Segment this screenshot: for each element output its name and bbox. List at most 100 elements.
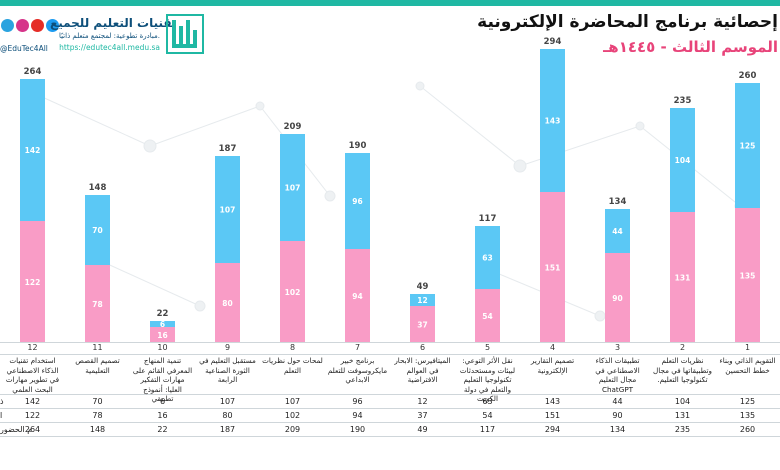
bar-total-label: 209: [284, 122, 302, 132]
table-cell: 131: [674, 411, 691, 420]
bar-segment-top: [410, 294, 435, 306]
category-label: لمحات حول نظريات التعلم: [262, 356, 323, 375]
bar-total-label: 235: [674, 96, 692, 106]
chart-title: إحصائية برنامج المحاضرة الإلكترونية: [477, 12, 778, 32]
table-cell: 6: [159, 397, 166, 406]
bar-segment-bottom: [215, 263, 240, 343]
table-cell: 135: [739, 411, 756, 420]
table-row-label: ا: [0, 411, 3, 420]
bar-value-label: 54: [482, 312, 492, 321]
bar-segment-top: [475, 226, 500, 289]
category-label: نظريات التعلم وتطبيقاتها في مجال تكنولوج…: [653, 356, 712, 385]
stacked-bar-chart: 135 125 260 131 104 235 90 44 134 151 143 294 54 63 11…: [20, 37, 760, 343]
bar-segment-bottom: [345, 249, 370, 343]
table-cell: 134: [609, 425, 626, 434]
bar-segment-bottom: [670, 212, 695, 343]
data-table: 1 التقويم الذاتي وبناء خطط التحسين 125 135 2…: [0, 342, 780, 470]
table-cell: 125: [739, 397, 756, 406]
table-cell: 78: [92, 411, 103, 420]
category-label: تصميم التقارير الإلكترونية: [530, 356, 575, 375]
bar-segment-top: [540, 49, 565, 192]
table-cell: 12: [417, 397, 428, 406]
bar-value-label: 143: [545, 117, 561, 126]
bar-value-label: 104: [675, 156, 691, 165]
bar-value-label: 151: [545, 264, 561, 273]
bar-value-label: 131: [675, 274, 691, 283]
table-cell: 117: [479, 425, 496, 434]
table-cell: 37: [417, 411, 428, 420]
table-row-label: ذ: [0, 397, 4, 406]
bar-segment-bottom: [410, 306, 435, 343]
column-number: 11: [92, 343, 103, 352]
bar-value-label: 70: [92, 226, 102, 235]
bar-total-label: 294: [544, 37, 562, 47]
bar-value-label: 16: [157, 331, 167, 340]
table-rule: [0, 394, 780, 395]
table-cell: 264: [24, 425, 41, 434]
bar-segment-top: [20, 79, 45, 221]
bar-total-label: 22: [157, 309, 169, 319]
bar-segment-top: [280, 134, 305, 241]
bar-total-label: 260: [739, 71, 757, 81]
table-cell: 104: [674, 397, 691, 406]
table-rule: [0, 342, 780, 343]
bar-segment-top: [215, 156, 240, 263]
bar-value-label: 107: [220, 206, 236, 215]
bar-segment-top: [345, 153, 370, 249]
bar-value-label: 94: [352, 292, 362, 301]
table-cell: 151: [544, 411, 561, 420]
brand-logo: [166, 14, 204, 54]
column-number: 10: [157, 343, 168, 352]
bar-segment-top: [85, 195, 110, 265]
category-label: التقويم الذاتي وبناء خطط التحسين: [719, 356, 776, 375]
table-cell: 94: [352, 411, 363, 420]
bar-value-label: 125: [740, 142, 756, 151]
bar-segment-top: [735, 83, 760, 208]
table-cell: 44: [612, 397, 623, 406]
table-cell: 70: [92, 397, 103, 406]
table-cell: 148: [89, 425, 106, 434]
category-label: تنمية المنهاج المعرفي القائم على مهارات …: [132, 356, 193, 404]
table-cell: 143: [544, 397, 561, 406]
bar-value-label: 63: [482, 254, 492, 263]
category-label: تطبيقات الذكاء الاصطناعي في مجال التعليم…: [595, 356, 640, 394]
bar-segment-bottom: [150, 327, 175, 343]
column-number: 6: [419, 343, 426, 352]
brand-block: تقنيات التعليم للجميع مبادرة تطوعية: لمج…: [0, 10, 210, 58]
table-cell: 190: [349, 425, 366, 434]
chart-subtitle: الموسم الثالث - ١٤٤٥هـ: [603, 38, 778, 56]
table-cell: 63: [482, 397, 493, 406]
twitter-icon[interactable]: [46, 19, 59, 32]
table-cell: 22: [157, 425, 168, 434]
bar-value-label: 80: [222, 299, 232, 308]
table-cell: 209: [284, 425, 301, 434]
column-number: 5: [484, 343, 491, 352]
column-number: 8: [289, 343, 296, 352]
bar-segment-bottom: [605, 253, 630, 343]
bar-value-label: 12: [417, 296, 427, 305]
table-rule: [0, 422, 780, 423]
instagram-icon[interactable]: [16, 19, 29, 32]
top-accent-bar: [0, 0, 780, 6]
bar-segment-top: [605, 209, 630, 253]
bar-total-label: 187: [219, 144, 237, 154]
table-cell: 142: [24, 397, 41, 406]
bar-value-label: 90: [612, 294, 622, 303]
bar-total-label: 190: [349, 141, 367, 151]
table-rule: [0, 436, 780, 437]
column-number: 9: [224, 343, 231, 352]
brand-url[interactable]: https://edutec4all.medu.sa: [59, 43, 160, 52]
bar-total-label: 134: [609, 197, 627, 207]
brand-name: تقنيات التعليم للجميع: [50, 16, 177, 30]
category-label: برنامج خبير مايكروسوفت للتعلم الابداعي: [327, 356, 388, 385]
telegram-icon[interactable]: [1, 19, 14, 32]
column-number: 3: [614, 343, 621, 352]
table-rule: [0, 408, 780, 409]
bar-total-label: 49: [417, 282, 429, 292]
table-cell: 122: [24, 411, 41, 420]
youtube-icon[interactable]: [31, 19, 44, 32]
table-cell: 80: [222, 411, 233, 420]
table-row-label: م الحضور: [0, 425, 33, 434]
brand-handle[interactable]: @EduTec4All: [0, 44, 48, 53]
column-number: 2: [679, 343, 686, 352]
